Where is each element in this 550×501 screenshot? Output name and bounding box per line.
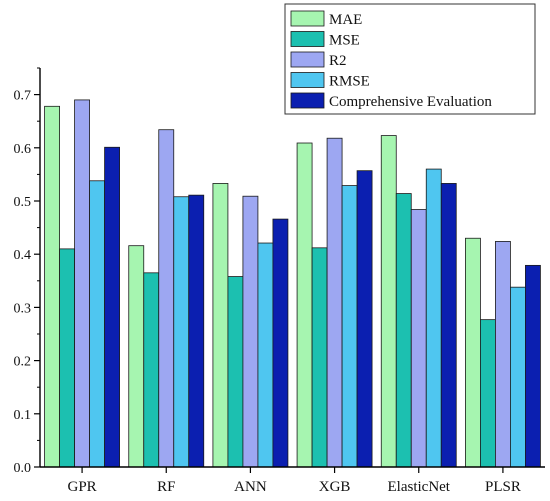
y-tick-label: 0.1 xyxy=(14,408,32,423)
bar-elasticnet-series-3 xyxy=(425,168,442,468)
x-tick-label: PLSR xyxy=(485,479,521,495)
legend-label: MSE xyxy=(329,33,360,49)
bar-elasticnet-series-1 xyxy=(395,193,412,468)
bar-gpr-series-1 xyxy=(59,248,75,468)
legend: MAE MSE R2 RMSE Comprehensive Evaluation xyxy=(284,3,536,115)
bar-rf-series-2 xyxy=(158,129,175,468)
axes-layer: 0.0 0.1 0.2 0.3 0.4 0.5 0.6 0.7 GPR RF ANN XGB Elast… xyxy=(14,67,545,495)
legend-swatch xyxy=(290,10,325,27)
bar-gpr-series-4 xyxy=(104,146,120,468)
bar-rf-series-3 xyxy=(173,196,190,468)
bar-ann-series-4 xyxy=(272,218,289,468)
bar-ann-series-2 xyxy=(242,195,259,468)
bar-plsr-series-1 xyxy=(480,319,496,468)
legend-label: Comprehensive Evaluation xyxy=(329,94,492,110)
bar-xgb-series-2 xyxy=(326,137,343,468)
y-tick-label: 0.7 xyxy=(14,89,32,104)
legend-swatch xyxy=(290,92,325,109)
bar-xgb-series-1 xyxy=(311,247,328,468)
legend-swatch xyxy=(290,31,325,47)
x-tick-label: GPR xyxy=(67,479,96,495)
legend-label: RMSE xyxy=(329,74,370,90)
bar-rf-series-0 xyxy=(128,245,145,468)
x-tick-label: RF xyxy=(157,479,175,495)
legend-label: MAE xyxy=(329,12,362,28)
bar-elasticnet-series-4 xyxy=(440,183,457,468)
y-tick-label: 0.6 xyxy=(14,142,32,157)
bar-gpr-series-2 xyxy=(74,99,90,468)
bars-layer xyxy=(44,99,541,468)
legend-box xyxy=(284,3,536,115)
bar-elasticnet-series-0 xyxy=(380,135,397,468)
bar-ann-series-3 xyxy=(257,242,274,468)
y-tick-label: 0.4 xyxy=(14,248,32,263)
x-tick-label: XGB xyxy=(319,479,351,495)
bar-xgb-series-3 xyxy=(341,185,358,468)
y-tick-label: 0.3 xyxy=(14,301,32,316)
bar-plsr-series-3 xyxy=(510,286,526,468)
bar-plsr-series-2 xyxy=(495,241,511,468)
y-tick-label: 0.0 xyxy=(14,461,32,476)
bar-ann-series-1 xyxy=(227,276,244,468)
bar-xgb-series-0 xyxy=(296,142,313,468)
bar-plsr-series-4 xyxy=(525,264,541,468)
bar-rf-series-1 xyxy=(143,272,160,468)
bar-gpr-series-3 xyxy=(89,180,105,468)
legend-label: R2 xyxy=(329,53,347,69)
x-tick-label: ANN xyxy=(234,479,267,495)
bar-elasticnet-series-2 xyxy=(410,209,427,468)
bar-ann-series-0 xyxy=(212,183,229,468)
bar-plsr-series-0 xyxy=(465,237,481,468)
y-tick-label: 0.5 xyxy=(14,195,32,210)
bar-xgb-series-4 xyxy=(356,170,373,468)
y-tick-label: 0.2 xyxy=(14,355,32,370)
bar-gpr-series-0 xyxy=(44,105,60,468)
legend-swatch xyxy=(290,72,325,88)
bar-rf-series-4 xyxy=(188,194,205,468)
x-tick-label: ElasticNet xyxy=(388,479,451,495)
legend-swatch xyxy=(290,51,325,68)
